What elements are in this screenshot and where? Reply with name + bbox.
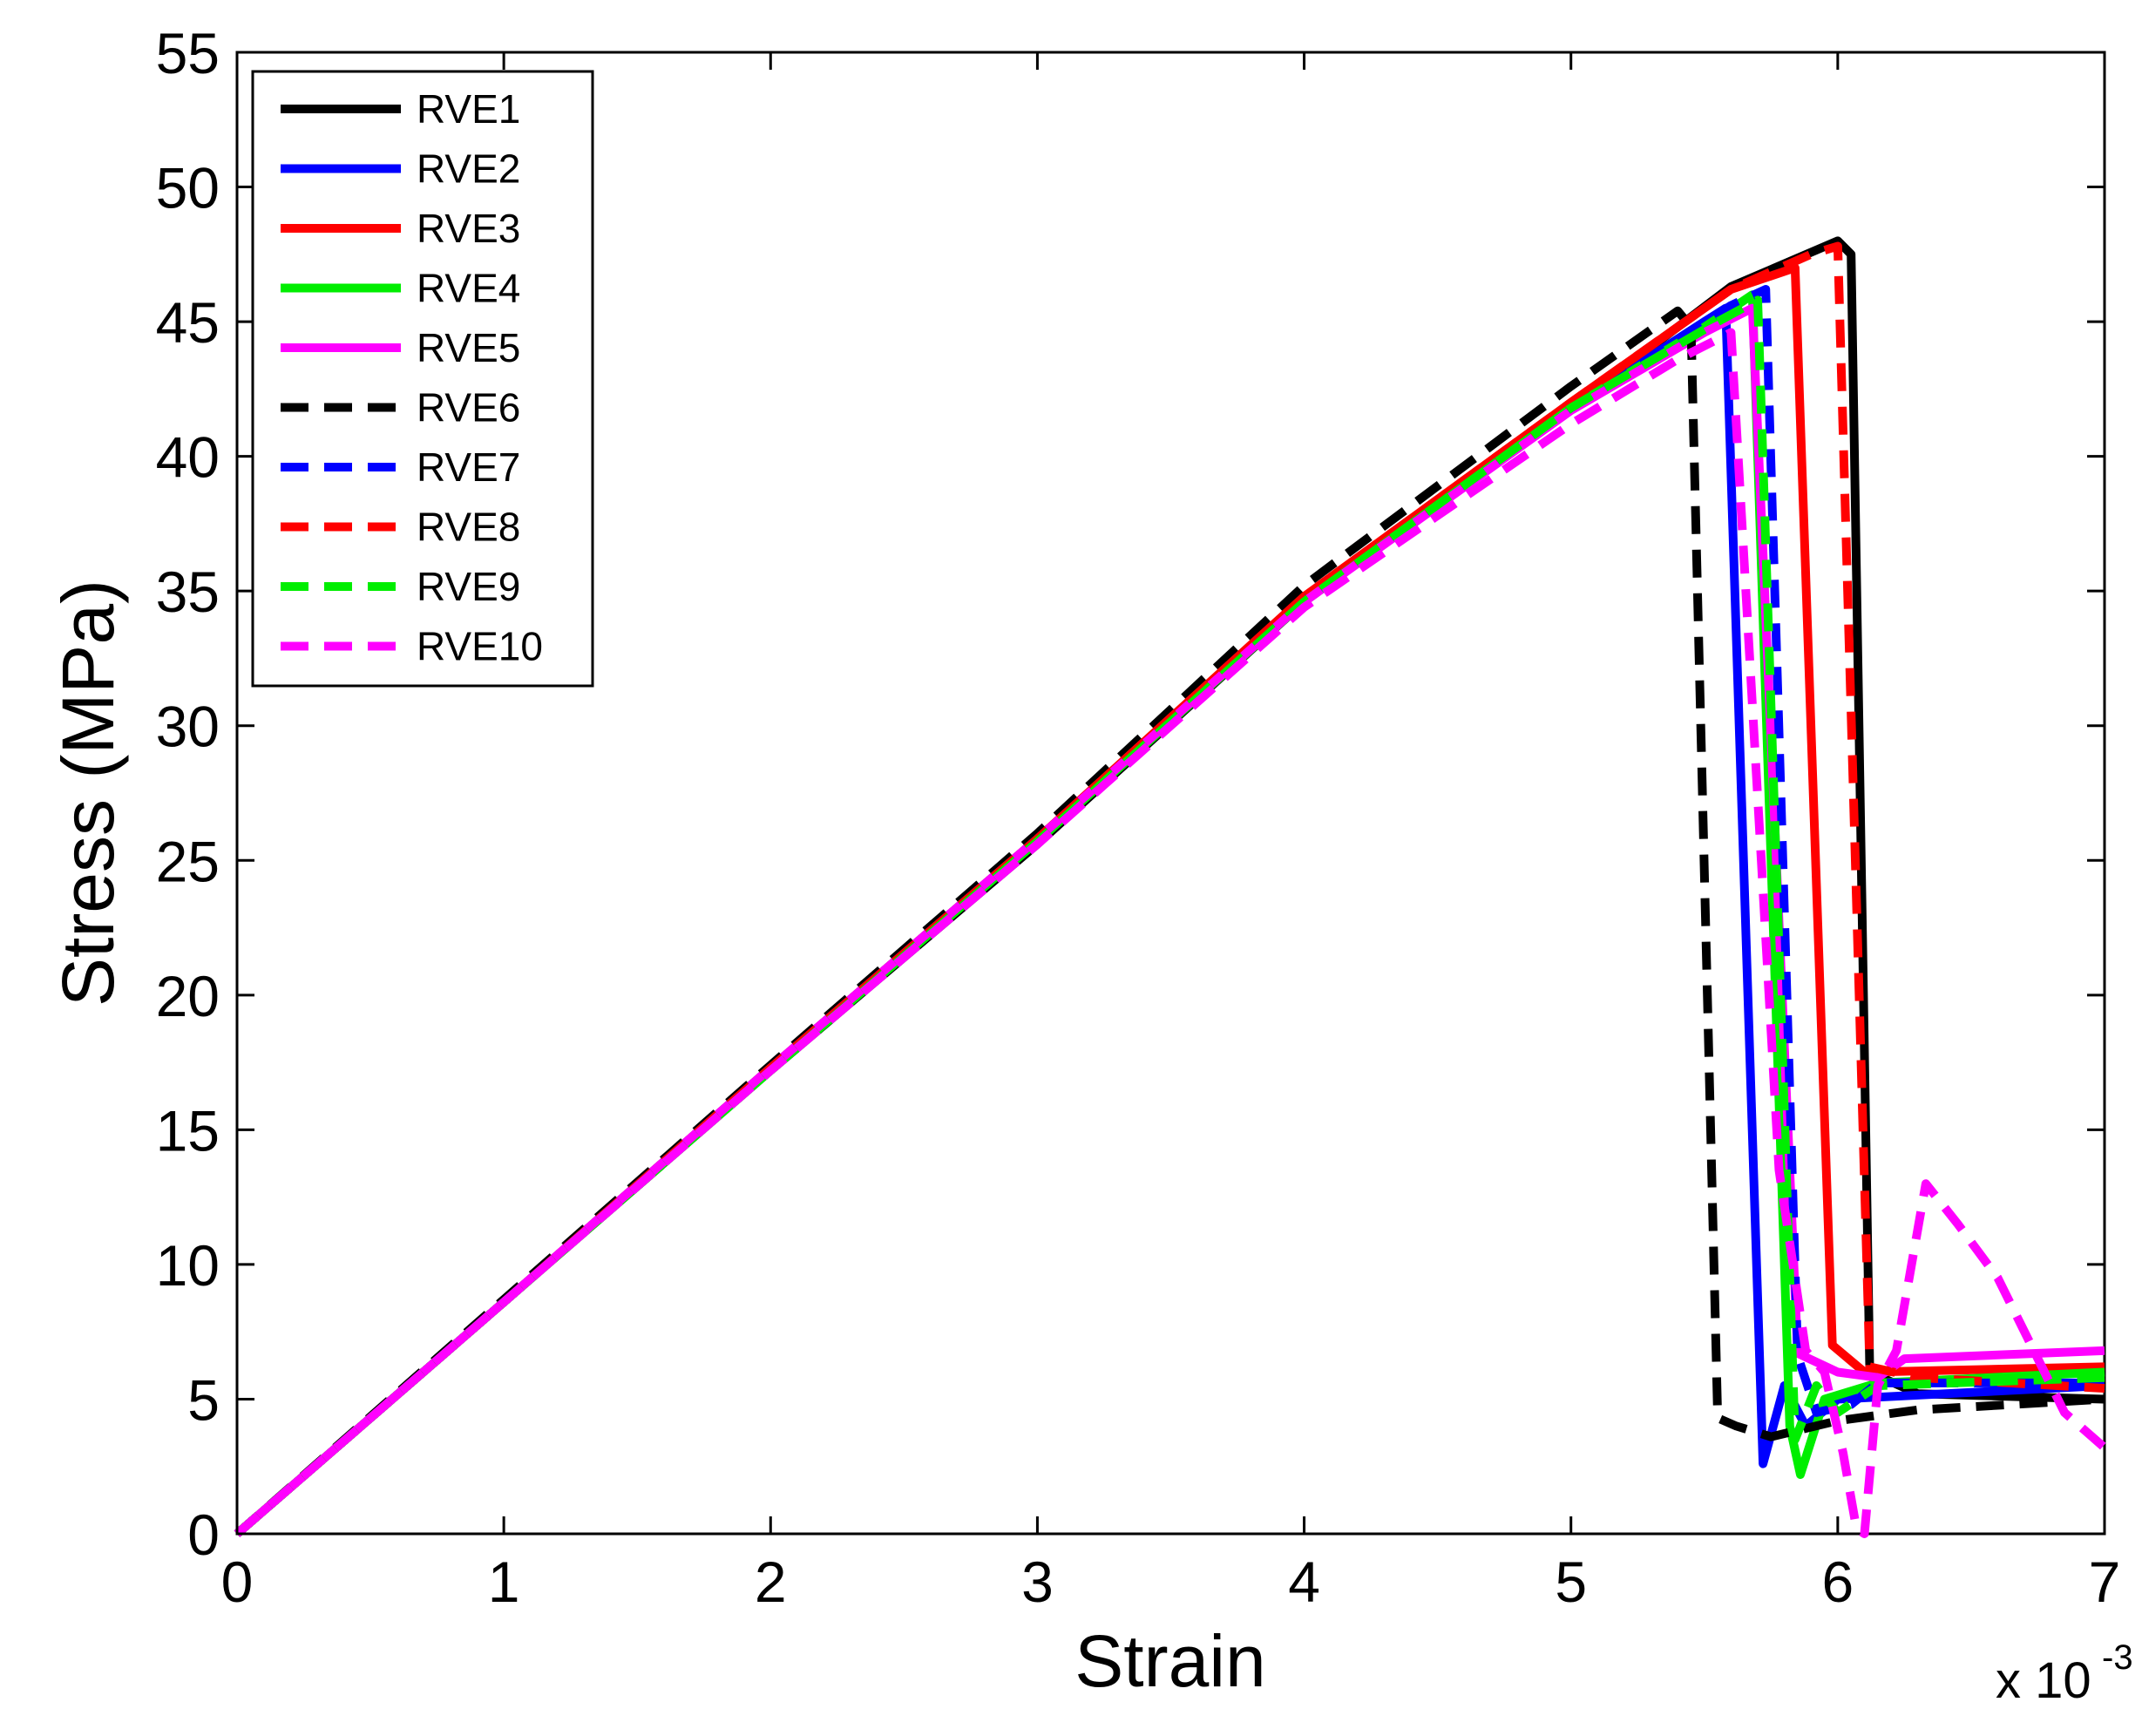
x-tick-label: 3 [1021,1550,1054,1614]
x-tick-label: 1 [488,1550,520,1614]
x-multiplier-base: x 10 [1996,1652,2091,1709]
x-axis-multiplier: x 10 -3 [1996,1638,2133,1709]
y-tick-label: 20 [156,964,220,1028]
y-tick-label: 55 [156,21,220,85]
x-tick-label: 6 [1821,1550,1854,1614]
y-tick-label: 25 [156,829,220,893]
plot-area [234,51,2108,1538]
y-tick-label: 10 [156,1233,220,1298]
y-tick-label: 40 [156,425,220,490]
legend-label-rve4: RVE4 [417,266,520,311]
y-axis-title: Stress (MPa) [47,580,129,1007]
legend-label-rve5: RVE5 [417,325,520,370]
y-tick-label: 50 [156,156,220,220]
legend-label-rve9: RVE9 [417,564,520,609]
y-tick-label: 15 [156,1098,220,1163]
legend-label-rve3: RVE3 [417,206,520,251]
legend-box [251,70,594,688]
x-tick-labels: 0 1 2 3 4 5 6 7 [221,1550,2121,1614]
legend: RVE1 RVE2 RVE3 RVE4 RVE5 RVE6 RVE7 RVE8 RVE9 RVE1… [251,70,594,688]
y-tick-label: 35 [156,559,220,624]
legend-label-rve7: RVE7 [417,444,520,490]
legend-label-rve2: RVE2 [417,146,520,192]
series-line-rve6 [234,306,2105,1537]
legend-items: RVE1 RVE2 RVE3 RVE4 RVE5 RVE6 RVE7 RVE8 RVE9 RVE1… [281,86,543,669]
series-layer [234,236,2108,1538]
y-tick-label: 5 [187,1367,220,1432]
x-tick-label: 0 [221,1550,254,1614]
y-tick-label: 0 [187,1502,220,1567]
series-line-rve10 [234,328,2108,1538]
x-axis-title: Strain [1074,1620,1265,1702]
legend-label-rve6: RVE6 [417,385,520,431]
legend-label-rve10: RVE10 [417,624,543,669]
y-tick-labels: 0 5 10 15 20 25 30 35 40 45 50 55 [156,21,220,1567]
x-tick-label: 2 [755,1550,787,1614]
x-tick-label: 4 [1288,1550,1320,1614]
legend-label-rve1: RVE1 [417,86,520,132]
ticks-layer [235,51,2106,1536]
x-tick-label: 7 [2089,1550,2121,1614]
x-tick-label: 5 [1555,1550,1587,1614]
legend-label-rve8: RVE8 [417,505,520,550]
y-tick-label: 45 [156,290,220,355]
y-tick-label: 30 [156,695,220,759]
series-line-rve8 [234,241,2105,1537]
x-multiplier-exponent: -3 [2102,1638,2133,1677]
